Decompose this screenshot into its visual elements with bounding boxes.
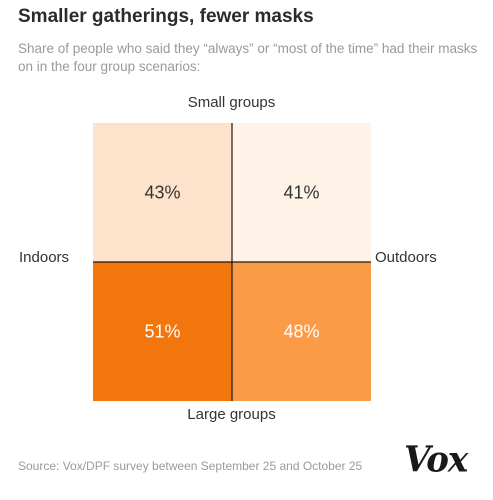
vox-logo: Vox <box>404 439 468 481</box>
cell-large-groups-indoors <box>93 262 232 401</box>
value-label-large-groups-indoors: 51% <box>144 322 180 342</box>
axis-label-bottom: Large groups <box>187 406 276 423</box>
value-label-large-groups-outdoors: 48% <box>283 322 319 342</box>
chart-subtitle: Share of people who said they “always” o… <box>18 41 478 74</box>
value-label-small-groups-indoors: 43% <box>144 183 180 203</box>
cell-small-groups-indoors <box>93 123 232 262</box>
chart-title: Smaller gatherings, fewer masks <box>18 6 314 27</box>
axis-label-right: Outdoors <box>375 249 437 266</box>
cell-large-groups-outdoors <box>232 262 371 401</box>
axis-label-left: Indoors <box>19 249 70 266</box>
axis-label-top: Small groups <box>187 94 276 111</box>
source-note: Source: Vox/DPF survey between September… <box>18 459 363 473</box>
value-label-small-groups-outdoors: 41% <box>283 183 319 203</box>
cell-small-groups-outdoors <box>232 123 371 262</box>
